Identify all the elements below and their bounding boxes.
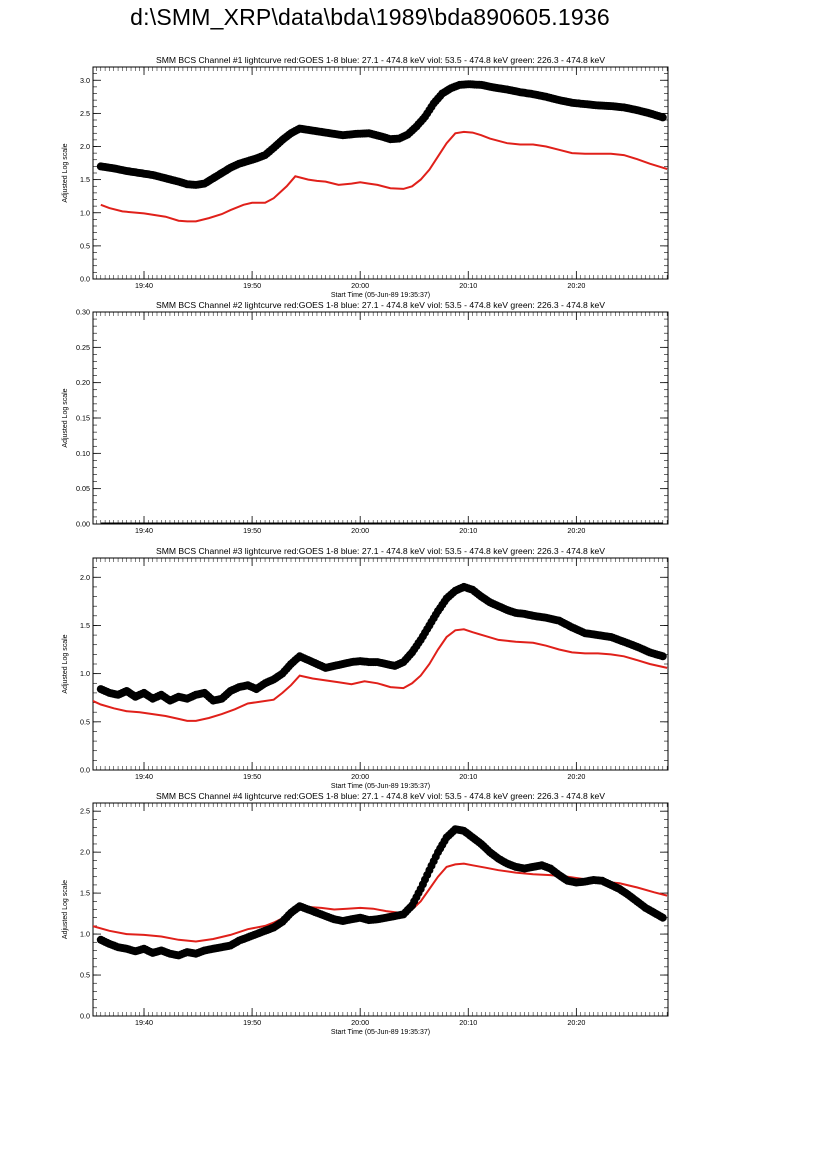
x-tick-label: 20:20 (567, 281, 585, 290)
y-tick-label: 1.0 (80, 930, 90, 939)
y-axis-label: Adjusted Log scale (62, 143, 69, 202)
goes-series-line (93, 628, 668, 722)
bcs-point (658, 652, 667, 661)
y-axis-label: Adjusted Log scale (62, 880, 69, 939)
x-tick-label: 20:10 (459, 281, 477, 290)
y-tick-label: 2.0 (80, 848, 90, 857)
chart-title: SMM BCS Channel #3 lightcurve red:GOES 1… (156, 546, 605, 556)
y-tick-label: 2.0 (80, 573, 90, 582)
chart-panel-2: SMM BCS Channel #2 lightcurve red:GOES 1… (62, 300, 669, 535)
y-tick-label: 0.00 (76, 520, 90, 529)
y-tick-label: 0.5 (80, 241, 90, 250)
y-tick-label: 1.5 (80, 175, 90, 184)
y-tick-label: 2.5 (80, 109, 90, 118)
x-axis-label: Start Time (05-Jun-89 19:35:37) (331, 292, 430, 299)
x-tick-label: 19:50 (243, 526, 261, 535)
chart-panel-4: SMM BCS Channel #4 lightcurve red:GOES 1… (62, 791, 669, 1036)
plot-frame (92, 66, 669, 280)
chart-title: SMM BCS Channel #2 lightcurve red:GOES 1… (156, 300, 605, 310)
y-tick-label: 0.5 (80, 971, 90, 980)
x-tick-label: 19:40 (135, 281, 153, 290)
y-tick-label: 0.30 (76, 308, 90, 317)
x-tick-label: 20:00 (351, 281, 369, 290)
x-tick-label: 20:20 (567, 772, 585, 781)
y-tick-label: 0.25 (76, 343, 90, 352)
x-axis-label: Start Time (05-Jun-89 19:35:37) (331, 783, 430, 790)
x-tick-label: 20:10 (459, 526, 477, 535)
y-tick-label: 0.0 (80, 1012, 90, 1021)
y-tick-label: 1.0 (80, 208, 90, 217)
x-tick-label: 19:50 (243, 772, 261, 781)
x-axis-label: Start Time (05-Jun-89 19:35:37) (331, 1029, 430, 1036)
y-tick-label: 2.0 (80, 142, 90, 151)
y-axis-label: Adjusted Log scale (62, 634, 69, 693)
goes-series-line (100, 130, 668, 223)
x-tick-label: 20:20 (567, 526, 585, 535)
x-tick-label: 20:20 (567, 1018, 585, 1027)
goes-series-line (93, 862, 668, 943)
chart-title: SMM BCS Channel #1 lightcurve red:GOES 1… (156, 55, 605, 65)
chart-title: SMM BCS Channel #4 lightcurve red:GOES 1… (156, 791, 605, 801)
x-tick-label: 19:40 (135, 772, 153, 781)
y-tick-label: 3.0 (80, 76, 90, 85)
series-group (93, 825, 668, 960)
x-tick-label: 19:40 (135, 1018, 153, 1027)
y-tick-label: 2.5 (80, 807, 90, 816)
x-tick-label: 20:10 (459, 1018, 477, 1027)
chart-panel-1: SMM BCS Channel #1 lightcurve red:GOES 1… (62, 55, 669, 299)
y-tick-label: 1.5 (80, 621, 90, 630)
page-title: d:\SMM_XRP\data\bda\1989\bda890605.1936 (130, 4, 610, 30)
y-axis-label: Adjusted Log scale (62, 388, 69, 447)
y-tick-label: 0.5 (80, 717, 90, 726)
y-tick-label: 0.05 (76, 484, 90, 493)
bcs-point (658, 113, 667, 122)
y-tick-label: 1.5 (80, 889, 90, 898)
x-tick-label: 20:00 (351, 526, 369, 535)
y-tick-label: 0.0 (80, 275, 90, 284)
x-tick-label: 19:50 (243, 1018, 261, 1027)
x-tick-label: 20:00 (351, 772, 369, 781)
x-tick-label: 20:10 (459, 772, 477, 781)
y-tick-label: 1.0 (80, 669, 90, 678)
bcs-point (658, 913, 667, 922)
x-tick-label: 19:40 (135, 526, 153, 535)
plot-frame (92, 311, 669, 525)
y-tick-label: 0.20 (76, 378, 90, 387)
x-tick-label: 20:00 (351, 1018, 369, 1027)
x-tick-label: 19:50 (243, 281, 261, 290)
series-group (93, 582, 668, 722)
y-tick-label: 0.0 (80, 766, 90, 775)
y-tick-label: 0.10 (76, 449, 90, 458)
y-tick-label: 0.15 (76, 414, 90, 423)
chart-panel-3: SMM BCS Channel #3 lightcurve red:GOES 1… (62, 546, 669, 790)
series-group (96, 80, 668, 223)
